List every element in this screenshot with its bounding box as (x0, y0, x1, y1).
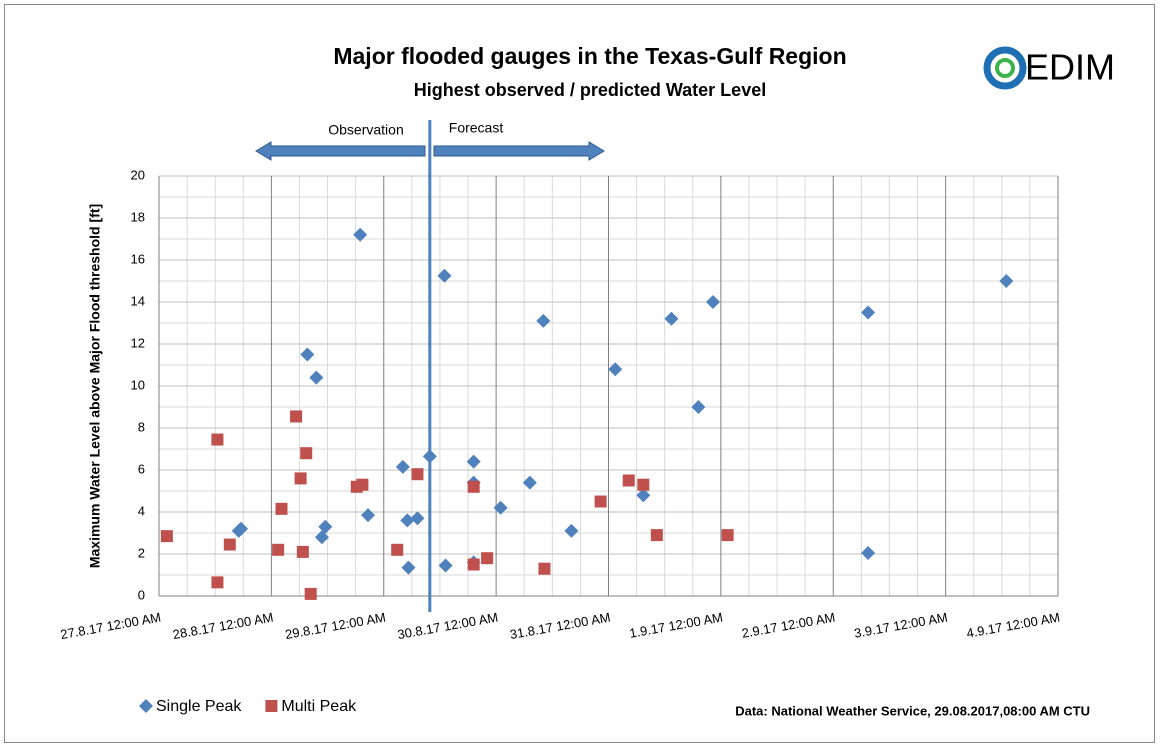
source-note: Data: National Weather Service, 29.08.20… (735, 703, 1090, 718)
data-point (401, 560, 416, 575)
data-point (861, 305, 876, 320)
observation-label: Observation (328, 122, 403, 138)
data-point (437, 268, 452, 283)
data-point (721, 529, 734, 542)
data-point (211, 576, 224, 589)
y-tick-label: 6 (138, 461, 145, 476)
y-tick-label: 0 (138, 587, 145, 602)
data-point (160, 530, 173, 543)
data-point (272, 543, 285, 556)
forecast-label: Forecast (449, 120, 504, 136)
legend-label: Single Peak (156, 698, 242, 715)
data-point (231, 523, 246, 538)
data-point (309, 370, 324, 385)
data-point (636, 488, 651, 503)
forecast-arrow (433, 141, 605, 161)
y-tick-label: 14 (131, 293, 145, 308)
data-point (999, 274, 1014, 288)
logo-text: EDIM (1025, 47, 1115, 88)
data-point (466, 454, 481, 469)
logo-inner (995, 58, 1015, 78)
data-point (422, 449, 437, 464)
data-point (400, 513, 415, 528)
data-point (300, 347, 315, 362)
data-point (223, 538, 236, 551)
data-point (608, 362, 623, 377)
data-point (361, 508, 376, 523)
data-point (294, 472, 307, 485)
chart-frame (4, 4, 1155, 743)
data-point (706, 295, 721, 309)
y-axis-label: Maximum Water Level above Major Flood th… (87, 204, 103, 568)
data-point (637, 478, 650, 491)
data-point (538, 562, 551, 575)
chart-title: Major flooded gauges in the Texas-Gulf R… (333, 43, 846, 69)
data-point (536, 313, 551, 328)
data-point (296, 545, 309, 558)
data-point (411, 468, 424, 481)
y-tick-label: 18 (131, 209, 145, 224)
legend-marker (139, 699, 153, 713)
data-point (691, 400, 706, 414)
data-point (353, 227, 368, 242)
data-point (622, 474, 635, 487)
legend-marker (265, 700, 278, 712)
y-tick-label: 4 (138, 503, 145, 518)
data-point (275, 502, 288, 515)
data-point (438, 558, 453, 573)
y-tick-label: 12 (131, 335, 145, 350)
y-tick-label: 20 (131, 167, 145, 182)
data-point (467, 558, 480, 571)
observation-arrow (255, 141, 426, 161)
data-point (356, 478, 369, 491)
data-point (564, 523, 579, 538)
logo: EDIM (983, 46, 1115, 90)
data-point (391, 543, 404, 556)
data-point (664, 311, 679, 326)
data-point (318, 519, 333, 534)
data-point (314, 530, 329, 545)
data-point (594, 495, 607, 508)
y-tick-label: 10 (131, 377, 145, 392)
y-tick-label: 8 (138, 419, 145, 434)
logo-ring (983, 46, 1027, 90)
chart-subtitle: Highest observed / predicted Water Level (414, 80, 766, 100)
data-point (395, 459, 410, 474)
data-point (211, 433, 224, 446)
data-point (861, 545, 876, 560)
data-point (300, 447, 313, 460)
data-point (290, 410, 303, 423)
data-point (410, 511, 425, 526)
y-tick-label: 16 (131, 251, 145, 266)
data-point (522, 475, 537, 490)
data-point (650, 529, 663, 542)
data-point (493, 500, 508, 515)
data-point (481, 552, 494, 565)
y-tick-label: 2 (138, 545, 145, 560)
data-point (304, 587, 317, 600)
data-point (467, 480, 480, 493)
legend-label: Multi Peak (281, 698, 357, 715)
